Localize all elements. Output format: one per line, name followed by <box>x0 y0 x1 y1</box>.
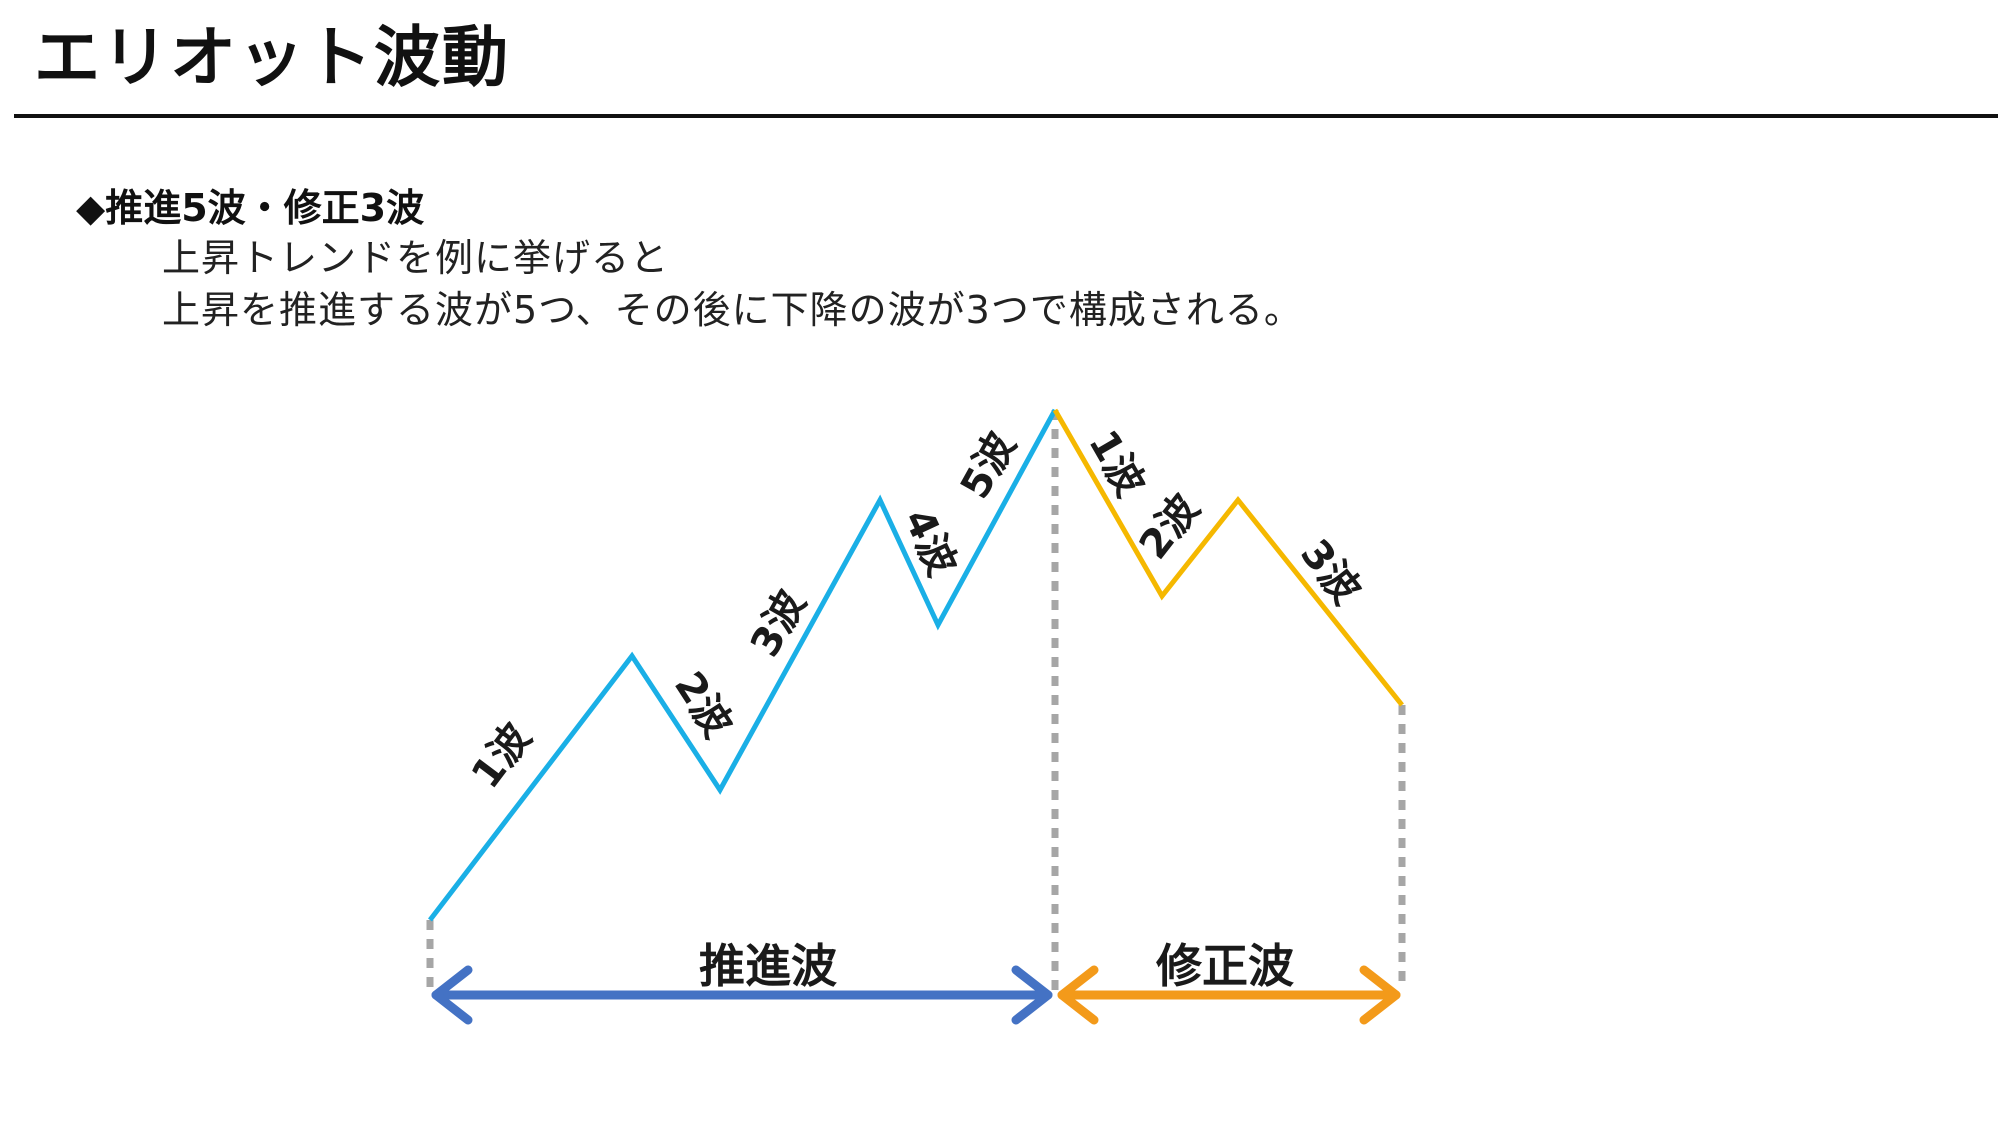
impulse-wave-line <box>428 408 1058 922</box>
impulse-wave-3-label: 3波 <box>742 583 815 665</box>
impulse-wave-1-label: 1波 <box>463 715 541 797</box>
title-divider <box>14 114 1998 118</box>
corrective-wave-1-label: 1波 <box>1079 423 1153 505</box>
corrective-arrow-head-right <box>1359 965 1401 1025</box>
impulse-wave-5-label: 5波 <box>952 425 1025 507</box>
corrective-wave-line <box>1052 408 1404 707</box>
description-line-1: 上昇トレンドを例に挙げると <box>162 236 670 280</box>
description-line-2: 上昇を推進する波が5つ、その後に下降の波が3つで構成される。 <box>162 288 1303 332</box>
guide-lines <box>426 410 1406 990</box>
page-title: エリオット波動 <box>34 19 510 96</box>
impulse-wave-4-label: 4波 <box>895 502 965 583</box>
corrective-phase-label: 修正波 <box>1156 939 1294 993</box>
impulse-arrow-head-right <box>1011 965 1053 1025</box>
impulse-arrow-head-left <box>431 965 473 1025</box>
corrective-phase-arrow <box>1057 965 1401 1025</box>
impulse-phase-label: 推進波 <box>699 939 837 993</box>
impulse-phase-arrow <box>431 965 1053 1025</box>
impulse-wave-2-label: 2波 <box>665 664 741 746</box>
section-heading: ◆推進5波・修正3波 <box>76 186 425 230</box>
corrective-wave-3-label: 3波 <box>1291 531 1369 613</box>
corrective-arrow-head-left <box>1057 965 1099 1025</box>
impulse-wave-labels: 1波 2波 3波 4波 5波 <box>463 425 1025 797</box>
